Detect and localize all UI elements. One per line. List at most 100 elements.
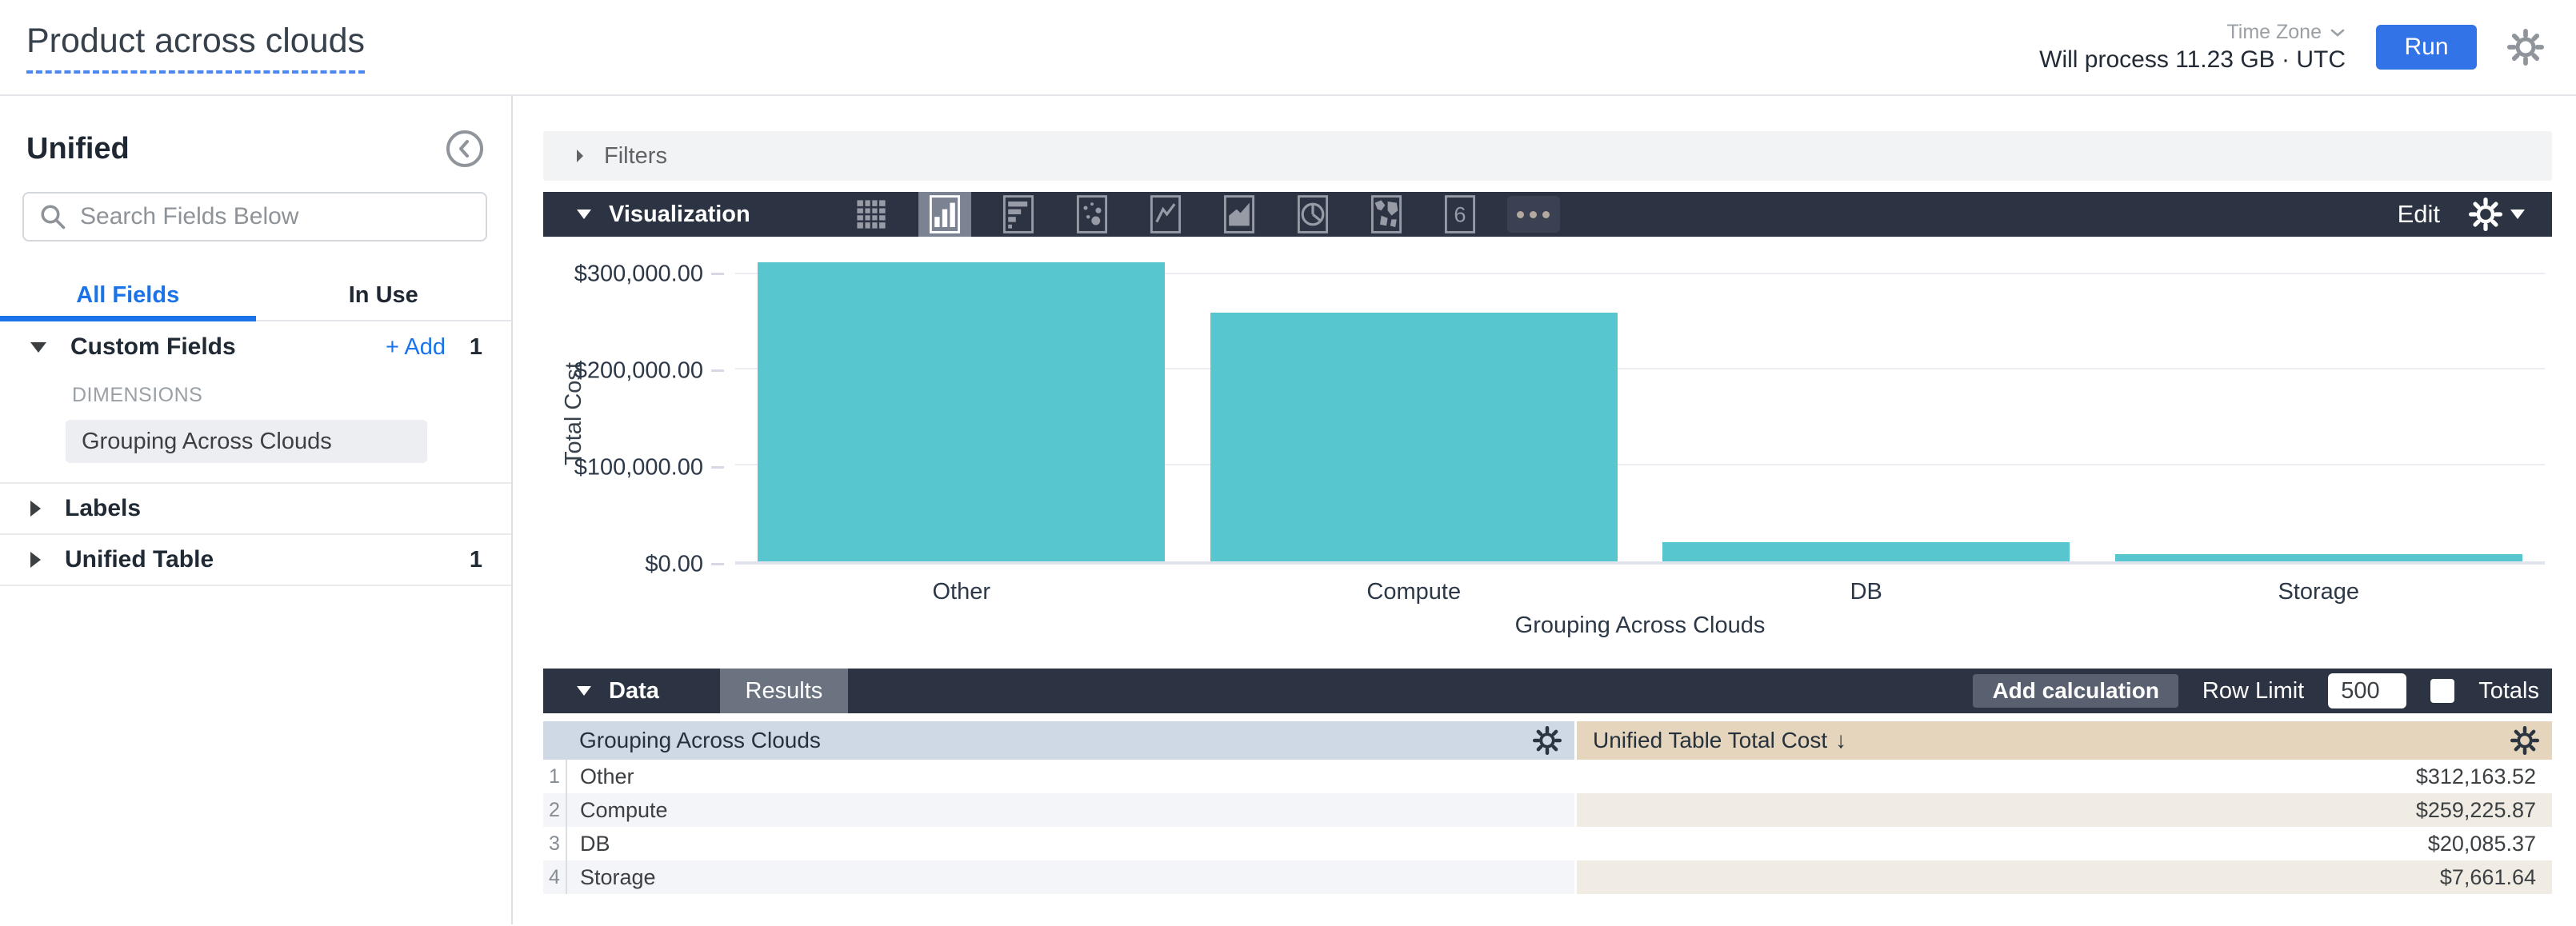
row-number: 1 — [543, 760, 567, 793]
caret-down-icon — [30, 341, 46, 353]
bar-db[interactable] — [1662, 541, 2070, 561]
viz-line-chart-icon[interactable] — [1139, 192, 1192, 237]
field-grouping-across-clouds[interactable]: Grouping Across Clouds — [66, 420, 427, 463]
bar-other[interactable] — [758, 262, 1166, 561]
bar-storage[interactable] — [2114, 553, 2522, 561]
column-gear-icon[interactable] — [2510, 726, 2539, 755]
chart-plot — [735, 262, 2545, 565]
viz-type-picker — [845, 192, 1560, 237]
viz-scatter-icon[interactable] — [1066, 192, 1118, 237]
viz-column-chart-icon[interactable] — [918, 192, 971, 237]
custom-fields-count: 1 — [469, 333, 482, 360]
page-title[interactable]: Product across clouds — [26, 22, 366, 74]
search-input[interactable] — [80, 203, 471, 230]
table-row[interactable]: 4 Storage $7,661.64 — [543, 860, 2552, 894]
gridline — [735, 272, 2545, 274]
data-bar: Data Results Add calculation Row Limit T… — [543, 669, 2552, 713]
row-number: 4 — [543, 860, 567, 894]
add-calculation-button[interactable]: Add calculation — [1973, 674, 2178, 708]
run-button[interactable]: Run — [2376, 25, 2477, 70]
bar-slot — [735, 262, 1188, 561]
table-header-row: Grouping Across Clouds Unified Table Tot… — [543, 721, 2552, 760]
dimension-cell[interactable]: Compute — [580, 797, 668, 822]
table-row[interactable]: 3 DB $20,085.37 — [543, 827, 2552, 860]
tab-all-fields[interactable]: All Fields — [76, 282, 180, 308]
viz-map-icon[interactable] — [1360, 192, 1413, 237]
custom-fields-section: Custom Fields + Add 1 DIMENSIONS Groupin… — [0, 321, 511, 484]
unified-table-section-header[interactable]: Unified Table 1 — [0, 535, 511, 586]
gridline — [735, 368, 2545, 370]
y-tick-label: $200,000.00 — [574, 357, 703, 384]
field-search-box[interactable] — [22, 192, 487, 241]
measure-column-header[interactable]: Unified Table Total Cost ↓ — [1577, 721, 2552, 760]
top-header-bar: Product across clouds Time Zone Will pro… — [0, 0, 2576, 96]
table-row[interactable]: 2 Compute $259,225.87 — [543, 793, 2552, 827]
dimension-cell[interactable]: DB — [580, 831, 610, 856]
filters-bar[interactable]: Filters — [543, 131, 2552, 181]
caret-right-icon — [30, 552, 41, 568]
x-tick-label: Storage — [2278, 579, 2360, 605]
viz-pie-chart-icon[interactable] — [1286, 192, 1339, 237]
caret-down-icon[interactable] — [577, 210, 591, 219]
viz-single-value-icon[interactable] — [1434, 192, 1486, 237]
viz-bar-chart-icon[interactable] — [992, 192, 1045, 237]
tab-in-use[interactable]: In Use — [348, 282, 418, 308]
bar-compute[interactable] — [1210, 313, 1618, 561]
measure-cell[interactable]: $20,085.37 — [2427, 831, 2536, 856]
dimensions-group-label: DIMENSIONS — [72, 384, 203, 406]
y-tick-label: $300,000.00 — [574, 261, 703, 287]
bar-slot — [2093, 262, 2546, 561]
active-tab-underline — [0, 316, 256, 321]
explore-name: Unified — [26, 131, 130, 166]
filters-label: Filters — [604, 142, 667, 169]
collapse-panel-icon[interactable] — [446, 130, 484, 168]
y-tick-label: $0.00 — [645, 551, 703, 577]
gridline — [735, 464, 2545, 466]
dimension-cell[interactable]: Other — [580, 764, 634, 788]
viz-area-chart-icon[interactable] — [1213, 192, 1266, 237]
y-tick-label: $100,000.00 — [574, 454, 703, 481]
caret-down-icon — [2510, 210, 2525, 219]
x-axis-title: Grouping Across Clouds — [1514, 613, 1766, 638]
row-limit-input[interactable] — [2328, 673, 2407, 708]
y-tick — [711, 272, 724, 275]
custom-fields-header[interactable]: Custom Fields + Add 1 — [0, 321, 511, 373]
chevron-down-icon — [2330, 28, 2346, 38]
unified-table-count: 1 — [469, 546, 482, 573]
row-number: 2 — [543, 793, 567, 827]
viz-table-icon[interactable] — [845, 192, 898, 237]
totals-checkbox[interactable] — [2430, 679, 2455, 703]
explore-settings-gear-icon[interactable] — [2507, 29, 2544, 66]
y-tick — [711, 465, 724, 469]
row-limit-label: Row Limit — [2202, 677, 2305, 704]
y-tick — [711, 369, 724, 372]
y-tick — [711, 563, 724, 565]
column-gear-icon[interactable] — [1533, 726, 1562, 755]
measure-cell[interactable]: $312,163.52 — [2415, 764, 2536, 788]
caret-down-icon — [577, 686, 591, 696]
search-icon — [38, 202, 67, 231]
header-actions: Time Zone Will process 11.23 GB · UTC Ru… — [2039, 21, 2544, 74]
viz-more-icon[interactable] — [1506, 196, 1560, 233]
data-section-toggle[interactable]: Data — [543, 678, 659, 704]
field-tabs: All Fields In Use — [0, 272, 511, 321]
viz-settings-gear-menu[interactable] — [2469, 198, 2525, 231]
tab-results[interactable]: Results — [719, 669, 848, 713]
edit-button[interactable]: Edit — [2397, 200, 2440, 228]
dimension-cell[interactable]: Storage — [580, 864, 656, 889]
measure-cell[interactable]: $7,661.64 — [1577, 860, 2552, 894]
time-zone-label: Time Zone — [2226, 21, 2322, 43]
sort-desc-icon: ↓ — [1835, 728, 1847, 752]
measure-cell[interactable]: $259,225.87 — [1577, 793, 2552, 827]
column-chart: Total Cost $0.00 $100,000.00 $200,000.00 $3… — [543, 237, 2552, 669]
main-panel: Filters Visualization — [513, 96, 2576, 924]
x-tick-label: Compute — [1366, 579, 1462, 605]
table-row[interactable]: 1 Other $312,163.52 — [543, 760, 2552, 793]
chart-x-labels: Other Compute DB Storage — [735, 579, 2545, 605]
dimension-column-header[interactable]: Grouping Across Clouds — [543, 721, 1577, 760]
add-custom-field-button[interactable]: + Add — [386, 333, 446, 360]
labels-section-header[interactable]: Labels — [0, 484, 511, 535]
results-table: Grouping Across Clouds Unified Table Tot… — [543, 721, 2552, 894]
field-picker-sidebar: Unified All Fields In Use Custom Fields … — [0, 96, 513, 924]
time-zone-selector[interactable]: Time Zone — [2039, 21, 2346, 44]
